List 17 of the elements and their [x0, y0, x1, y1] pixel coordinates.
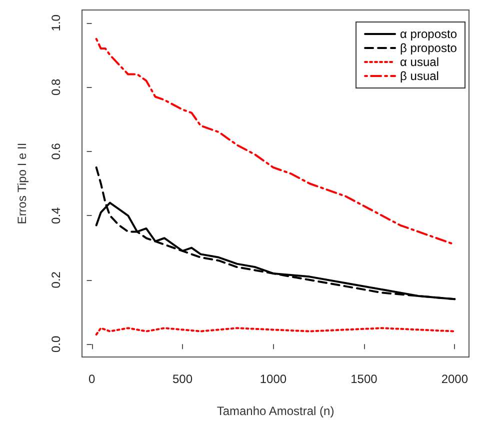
legend-label: β usual [400, 69, 439, 83]
y-tick-label: 1.0 [49, 14, 63, 32]
legend-label: α usual [400, 55, 439, 69]
y-tick-label: 0.4 [49, 206, 63, 224]
legend-label: α proposto [400, 27, 458, 41]
x-tick-label: 2000 [441, 372, 468, 386]
x-tick-label: 1000 [260, 372, 287, 386]
y-axis-title: Erros Tipo I e II [15, 142, 29, 224]
y-tick-label: 0.8 [49, 78, 63, 96]
y-tick-label: 0.2 [49, 271, 63, 288]
x-tick-label: 500 [172, 372, 193, 386]
x-axis-title: Tamanho Amostral (n) [216, 404, 334, 418]
y-tick-label: 0.0 [49, 335, 63, 352]
legend-label: β proposto [400, 41, 458, 55]
y-tick-label: 0.6 [49, 142, 63, 160]
x-tick-label: 1500 [350, 372, 378, 386]
x-tick-label: 0 [88, 372, 96, 386]
